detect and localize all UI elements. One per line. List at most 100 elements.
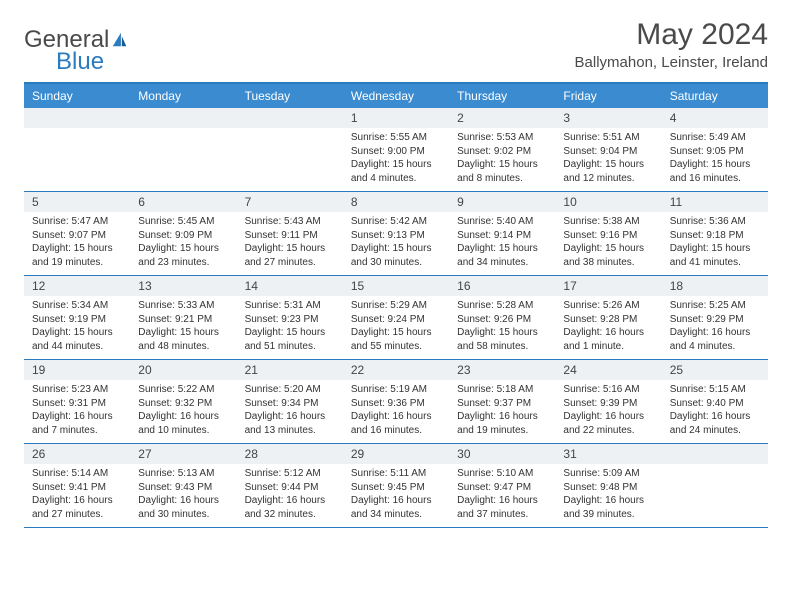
- sunrise-line: Sunrise: 5:14 AM: [32, 467, 122, 481]
- sunset-line: Sunset: 9:39 PM: [563, 397, 653, 411]
- week-row: 26Sunrise: 5:14 AMSunset: 9:41 PMDayligh…: [24, 444, 768, 528]
- day-details: Sunrise: 5:13 AMSunset: 9:43 PMDaylight:…: [130, 464, 236, 527]
- sunset-line: Sunset: 9:36 PM: [351, 397, 441, 411]
- sunset-line: Sunset: 9:23 PM: [245, 313, 335, 327]
- sunrise-line: Sunrise: 5:38 AM: [563, 215, 653, 229]
- day-number: 30: [449, 444, 555, 464]
- day-details: Sunrise: 5:18 AMSunset: 9:37 PMDaylight:…: [449, 380, 555, 443]
- sunrise-line: Sunrise: 5:45 AM: [138, 215, 228, 229]
- day-number: 28: [237, 444, 343, 464]
- day-cell: 12Sunrise: 5:34 AMSunset: 9:19 PMDayligh…: [24, 276, 130, 359]
- daylight-line: Daylight: 16 hours and 24 minutes.: [670, 410, 760, 437]
- sunrise-line: Sunrise: 5:40 AM: [457, 215, 547, 229]
- day-details: Sunrise: 5:25 AMSunset: 9:29 PMDaylight:…: [662, 296, 768, 359]
- sunrise-line: Sunrise: 5:12 AM: [245, 467, 335, 481]
- sunset-line: Sunset: 9:28 PM: [563, 313, 653, 327]
- day-cell: 5Sunrise: 5:47 AMSunset: 9:07 PMDaylight…: [24, 192, 130, 275]
- daylight-line: Daylight: 15 hours and 8 minutes.: [457, 158, 547, 185]
- daylight-line: Daylight: 16 hours and 37 minutes.: [457, 494, 547, 521]
- sunrise-line: Sunrise: 5:10 AM: [457, 467, 547, 481]
- sunrise-line: Sunrise: 5:28 AM: [457, 299, 547, 313]
- day-number: [237, 108, 343, 128]
- daylight-line: Daylight: 15 hours and 48 minutes.: [138, 326, 228, 353]
- day-details: Sunrise: 5:31 AMSunset: 9:23 PMDaylight:…: [237, 296, 343, 359]
- day-cell: 20Sunrise: 5:22 AMSunset: 9:32 PMDayligh…: [130, 360, 236, 443]
- day-cell: 3Sunrise: 5:51 AMSunset: 9:04 PMDaylight…: [555, 108, 661, 191]
- daylight-line: Daylight: 15 hours and 30 minutes.: [351, 242, 441, 269]
- sunset-line: Sunset: 9:48 PM: [563, 481, 653, 495]
- day-cell: 22Sunrise: 5:19 AMSunset: 9:36 PMDayligh…: [343, 360, 449, 443]
- daylight-line: Daylight: 16 hours and 22 minutes.: [563, 410, 653, 437]
- sunset-line: Sunset: 9:05 PM: [670, 145, 760, 159]
- weekday-monday: Monday: [130, 84, 236, 108]
- day-details: Sunrise: 5:53 AMSunset: 9:02 PMDaylight:…: [449, 128, 555, 191]
- weekday-friday: Friday: [555, 84, 661, 108]
- sunset-line: Sunset: 9:16 PM: [563, 229, 653, 243]
- sunset-line: Sunset: 9:44 PM: [245, 481, 335, 495]
- day-cell: [130, 108, 236, 191]
- sunset-line: Sunset: 9:11 PM: [245, 229, 335, 243]
- daylight-line: Daylight: 15 hours and 51 minutes.: [245, 326, 335, 353]
- sunset-line: Sunset: 9:09 PM: [138, 229, 228, 243]
- header: GeneralBlue May 2024 Ballymahon, Leinste…: [24, 18, 768, 76]
- day-details: Sunrise: 5:38 AMSunset: 9:16 PMDaylight:…: [555, 212, 661, 275]
- day-cell: 29Sunrise: 5:11 AMSunset: 9:45 PMDayligh…: [343, 444, 449, 527]
- daylight-line: Daylight: 15 hours and 58 minutes.: [457, 326, 547, 353]
- day-number: [130, 108, 236, 128]
- day-details: Sunrise: 5:51 AMSunset: 9:04 PMDaylight:…: [555, 128, 661, 191]
- sunrise-line: Sunrise: 5:49 AM: [670, 131, 760, 145]
- brand-part2: Blue: [56, 48, 129, 76]
- daylight-line: Daylight: 16 hours and 13 minutes.: [245, 410, 335, 437]
- day-cell: 13Sunrise: 5:33 AMSunset: 9:21 PMDayligh…: [130, 276, 236, 359]
- day-number: 18: [662, 276, 768, 296]
- day-cell: 4Sunrise: 5:49 AMSunset: 9:05 PMDaylight…: [662, 108, 768, 191]
- day-number: 1: [343, 108, 449, 128]
- day-details: Sunrise: 5:16 AMSunset: 9:39 PMDaylight:…: [555, 380, 661, 443]
- day-cell: 21Sunrise: 5:20 AMSunset: 9:34 PMDayligh…: [237, 360, 343, 443]
- day-number: 20: [130, 360, 236, 380]
- daylight-line: Daylight: 16 hours and 39 minutes.: [563, 494, 653, 521]
- sunset-line: Sunset: 9:45 PM: [351, 481, 441, 495]
- day-details: Sunrise: 5:11 AMSunset: 9:45 PMDaylight:…: [343, 464, 449, 527]
- day-number: 27: [130, 444, 236, 464]
- day-details: Sunrise: 5:20 AMSunset: 9:34 PMDaylight:…: [237, 380, 343, 443]
- day-details: Sunrise: 5:22 AMSunset: 9:32 PMDaylight:…: [130, 380, 236, 443]
- day-number: 8: [343, 192, 449, 212]
- weekday-row: SundayMondayTuesdayWednesdayThursdayFrid…: [24, 84, 768, 108]
- day-number: [24, 108, 130, 128]
- day-number: 16: [449, 276, 555, 296]
- sunset-line: Sunset: 9:24 PM: [351, 313, 441, 327]
- sunrise-line: Sunrise: 5:18 AM: [457, 383, 547, 397]
- sunset-line: Sunset: 9:14 PM: [457, 229, 547, 243]
- month-title: May 2024: [575, 18, 768, 52]
- weekday-tuesday: Tuesday: [237, 84, 343, 108]
- day-number: 29: [343, 444, 449, 464]
- day-details: Sunrise: 5:34 AMSunset: 9:19 PMDaylight:…: [24, 296, 130, 359]
- sunset-line: Sunset: 9:00 PM: [351, 145, 441, 159]
- day-details: Sunrise: 5:47 AMSunset: 9:07 PMDaylight:…: [24, 212, 130, 275]
- daylight-line: Daylight: 16 hours and 4 minutes.: [670, 326, 760, 353]
- week-row: 5Sunrise: 5:47 AMSunset: 9:07 PMDaylight…: [24, 192, 768, 276]
- sunset-line: Sunset: 9:04 PM: [563, 145, 653, 159]
- day-cell: 26Sunrise: 5:14 AMSunset: 9:41 PMDayligh…: [24, 444, 130, 527]
- week-row: 12Sunrise: 5:34 AMSunset: 9:19 PMDayligh…: [24, 276, 768, 360]
- day-number: 19: [24, 360, 130, 380]
- sunrise-line: Sunrise: 5:13 AM: [138, 467, 228, 481]
- sunset-line: Sunset: 9:26 PM: [457, 313, 547, 327]
- day-cell: [237, 108, 343, 191]
- sunset-line: Sunset: 9:02 PM: [457, 145, 547, 159]
- daylight-line: Daylight: 16 hours and 19 minutes.: [457, 410, 547, 437]
- daylight-line: Daylight: 16 hours and 34 minutes.: [351, 494, 441, 521]
- day-number: 24: [555, 360, 661, 380]
- day-details: Sunrise: 5:12 AMSunset: 9:44 PMDaylight:…: [237, 464, 343, 527]
- day-number: 26: [24, 444, 130, 464]
- sunrise-line: Sunrise: 5:43 AM: [245, 215, 335, 229]
- sunset-line: Sunset: 9:07 PM: [32, 229, 122, 243]
- sunset-line: Sunset: 9:19 PM: [32, 313, 122, 327]
- weeks-container: 1Sunrise: 5:55 AMSunset: 9:00 PMDaylight…: [24, 108, 768, 528]
- day-number: 11: [662, 192, 768, 212]
- weekday-thursday: Thursday: [449, 84, 555, 108]
- sunrise-line: Sunrise: 5:42 AM: [351, 215, 441, 229]
- day-cell: 19Sunrise: 5:23 AMSunset: 9:31 PMDayligh…: [24, 360, 130, 443]
- daylight-line: Daylight: 16 hours and 27 minutes.: [32, 494, 122, 521]
